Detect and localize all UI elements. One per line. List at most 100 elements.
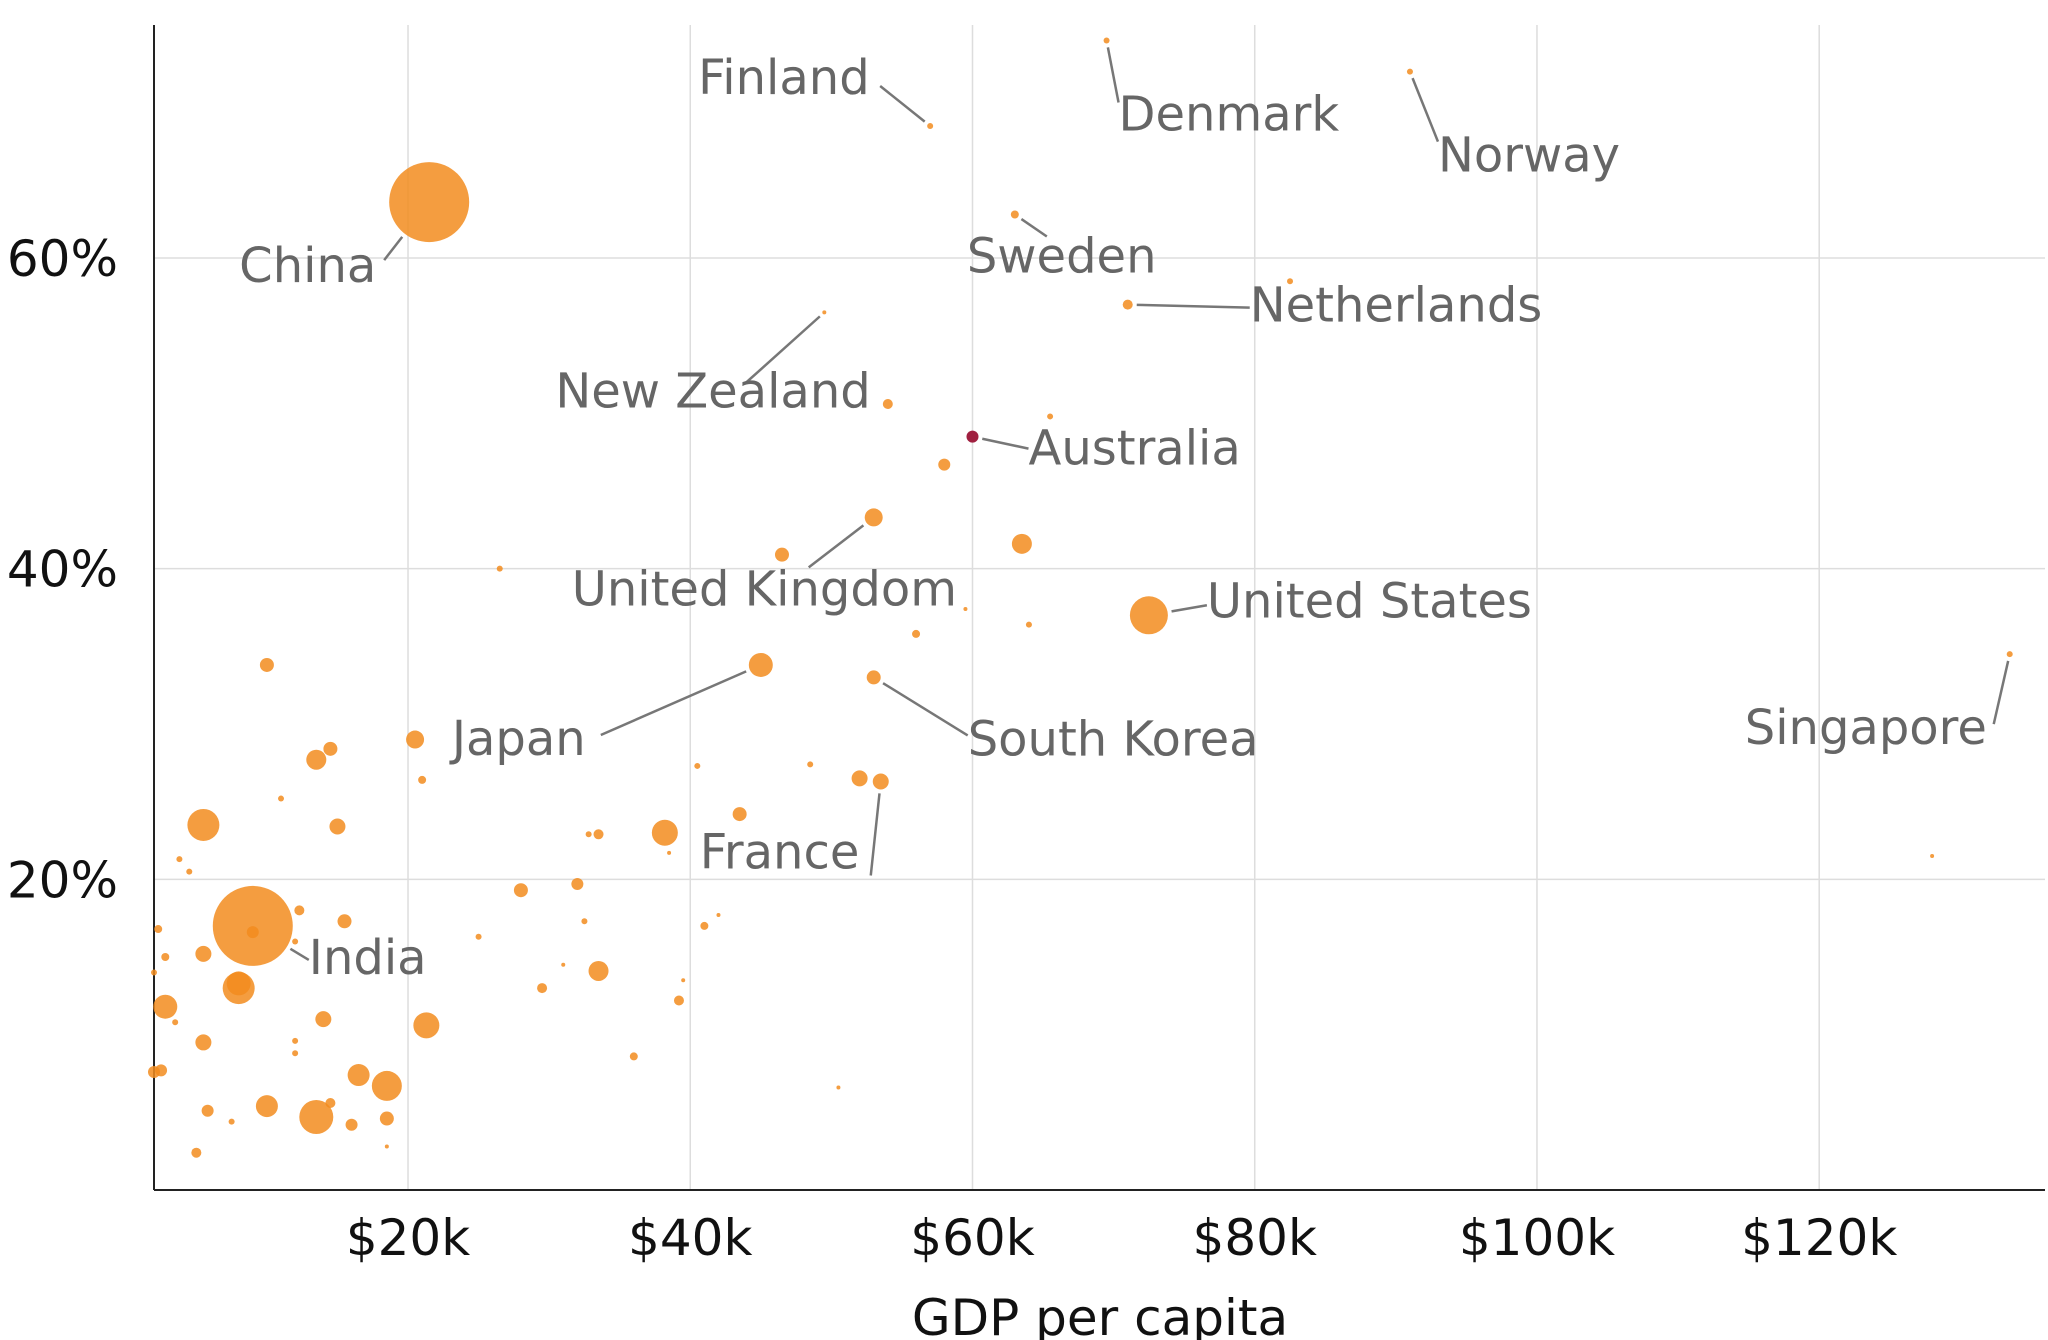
data-point [299,1099,334,1134]
data-point [938,458,951,471]
label-denmark: Denmark [1119,87,1340,143]
data-point [195,1034,212,1051]
label-norway: Norway [1438,128,1620,184]
data-point [294,905,305,916]
data-point [278,795,285,802]
x-tick-label: $40k [628,1209,752,1267]
data-point [413,1012,440,1039]
data-point [172,1019,179,1026]
label-south-korea: South Korea [968,711,1259,767]
leader-line-new-zealand [745,315,821,384]
data-point [774,547,789,562]
data-point [154,925,163,934]
leader-line-finland [879,84,926,123]
data-point [151,969,157,976]
country-labels: China India Finland Denmark Norway Sweden Neth… [239,50,1987,986]
data-point [226,971,251,996]
data-point [418,775,427,784]
data-point [475,933,482,940]
leader-line-united-states [1171,604,1208,613]
data-point-united-states [1129,596,1168,635]
leader-line-france [869,793,881,876]
data-point-singapore [2006,651,2013,658]
data-point [1011,533,1032,554]
data-point [1930,854,1935,859]
data-point [329,818,346,835]
x-tick-label: $80k [1193,1209,1317,1267]
data-point [259,657,274,672]
data-point-sweden [1010,210,1019,219]
gridlines [154,25,2045,1190]
data-point [186,868,193,875]
data-point [963,607,968,612]
data-point [315,1011,332,1028]
data-point [1287,278,1294,285]
x-tick-label: $20k [346,1209,470,1267]
data-point-japan [748,652,773,677]
label-finland: Finland [698,50,870,106]
data-point [681,978,686,983]
data-point [306,749,327,770]
data-point [155,1064,168,1077]
data-points [148,37,2013,1158]
label-australia: Australia [1028,421,1240,477]
data-point-australia [966,430,979,443]
data-point [187,808,220,841]
x-tick-label: $60k [910,1209,1034,1267]
data-point-south-korea [866,670,881,685]
data-point [347,1064,370,1087]
axes [153,25,2045,1191]
label-united-kingdom: United Kingdom [572,561,957,617]
data-point [585,831,592,838]
data-point [371,1070,402,1101]
data-point [732,807,747,822]
label-singapore: Singapore [1745,700,1987,756]
data-point [176,856,183,863]
data-point-denmark [1103,37,1110,44]
data-point [406,730,425,749]
label-sweden: Sweden [967,229,1157,285]
data-point [1025,621,1032,628]
y-tick-label: 60% [7,230,118,288]
data-point-finland [927,122,934,129]
data-point [337,914,352,929]
data-point [201,1104,214,1117]
label-new-zealand: New Zealand [555,363,870,419]
data-point [673,995,684,1006]
y-tick-label: 20% [7,851,118,909]
data-point-france [872,773,889,790]
data-point-china [389,162,470,243]
data-point [153,994,178,1019]
data-point [384,1144,389,1149]
data-point [345,1118,358,1131]
leader-line-norway [1411,77,1440,143]
data-point-norway [1406,68,1413,75]
data-point [228,1118,235,1125]
data-point [191,1147,202,1158]
data-point [379,1111,394,1126]
leader-lines [289,47,2010,962]
x-axis-title: GDP per capita [912,1289,1288,1340]
data-point [836,1085,841,1090]
data-point-netherlands [1122,299,1133,310]
data-point [292,1050,299,1057]
data-point [593,829,604,840]
leader-line-sweden [1020,218,1048,238]
data-point [581,918,588,925]
x-tick-label: $100k [1459,1209,1615,1267]
data-point [667,850,672,855]
data-point-united-kingdom [864,508,883,527]
data-point-new-zealand [822,310,827,315]
data-point [882,399,893,410]
leader-line-india [289,947,310,962]
data-point [513,883,528,898]
leader-line-united-kingdom [807,524,865,569]
label-france: France [700,824,860,880]
label-japan: Japan [449,711,586,767]
data-point [851,770,868,787]
data-point [496,565,503,572]
label-netherlands: Netherlands [1250,278,1543,334]
data-point [651,819,678,846]
data-point [571,877,584,890]
label-india: India [309,930,427,986]
